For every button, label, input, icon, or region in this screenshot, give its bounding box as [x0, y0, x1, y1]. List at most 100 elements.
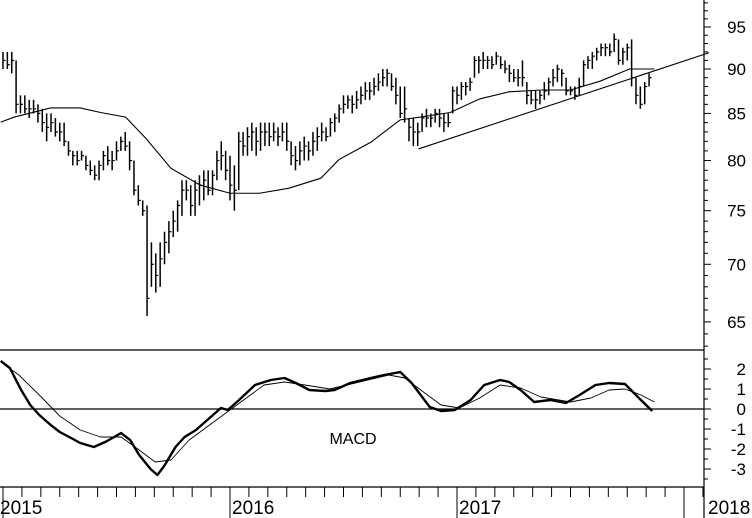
ohlc-bar: [224, 150, 229, 181]
ohlc-bar: [591, 51, 595, 70]
macd-title: MACD: [329, 431, 376, 448]
price-tick-label: 95: [727, 18, 746, 37]
ohlc-bar: [176, 200, 181, 232]
ohlc-bar: [2, 51, 6, 70]
ohlc-bar: [355, 90, 360, 109]
ohlc-bar: [499, 56, 504, 70]
ohlc-bar: [251, 122, 255, 151]
ohlc-bar: [329, 118, 333, 137]
macd-tick-label: -1: [731, 420, 746, 439]
ohlc-bar: [133, 160, 137, 196]
ohlc-bar: [242, 131, 246, 156]
ohlc-bar: [456, 86, 460, 105]
ohlc-bar: [368, 82, 373, 100]
ohlc-bar: [6, 51, 10, 70]
ohlc-bar: [513, 69, 517, 83]
ohlc-bar: [76, 150, 80, 166]
ohlc-bar: [32, 99, 37, 114]
ohlc-bar: [41, 108, 45, 132]
year-label: 2015: [0, 498, 42, 518]
ohlc-bar: [469, 77, 473, 91]
ohlc-bar: [299, 141, 303, 166]
ohlc-bar: [185, 180, 189, 201]
ohlc-bar: [220, 141, 224, 171]
ohlc-bar: [373, 77, 377, 96]
ohlc-bar: [443, 113, 447, 132]
ohlc-bar: [115, 141, 119, 161]
ohlc-bar: [600, 43, 604, 57]
ohlc-bar: [102, 150, 106, 171]
ohlc-bar: [189, 185, 194, 216]
ohlc-bar: [37, 104, 41, 123]
ohlc-bar: [416, 122, 421, 147]
ohlc-bar: [460, 82, 464, 100]
ohlc-bar: [286, 122, 290, 151]
ohlc-bar: [89, 160, 93, 176]
ohlc-bar: [85, 155, 89, 171]
ohlc-bar: [334, 113, 338, 132]
ohlc-bar: [390, 73, 395, 91]
ohlc-bar: [342, 95, 346, 114]
macd-tick-label: 1: [737, 380, 746, 399]
ohlc-bar: [259, 122, 264, 151]
ohlc-bar: [111, 150, 115, 171]
ohlc-bar: [211, 170, 216, 196]
ohlc-bar: [635, 77, 639, 105]
ohlc-bar: [307, 141, 312, 161]
macd-tick-label: -2: [731, 440, 746, 459]
ohlc-bar: [530, 90, 534, 105]
macd-tick-label: -3: [731, 460, 746, 479]
ohlc-bar: [207, 170, 211, 196]
ohlc-bar: [63, 122, 67, 147]
year-label: 2018: [708, 498, 750, 518]
ohlc-bar: [347, 95, 351, 109]
ohlc-bar: [246, 127, 250, 156]
ohlc-bar: [10, 51, 15, 74]
ohlc-bar: [150, 242, 154, 287]
ohlc-bar: [508, 64, 512, 83]
ohlc-bar: [264, 122, 268, 147]
ohlc-bar: [609, 43, 613, 57]
ohlc-bar: [281, 122, 285, 142]
ohlc-bar: [382, 69, 386, 87]
ohlc-bar: [107, 146, 111, 166]
signal-line: [0, 361, 655, 463]
ohlc-bar: [639, 86, 643, 109]
ohlc-bar: [141, 200, 146, 216]
ohlc-bar: [482, 51, 486, 70]
ohlc-bar: [643, 82, 648, 105]
ohlc-bar: [272, 122, 277, 142]
ohlc-bar: [338, 104, 342, 123]
ohlc-bar: [438, 108, 443, 128]
ohlc-bar: [491, 56, 495, 70]
price-bars: [2, 33, 652, 316]
ohlc-bar: [565, 77, 569, 96]
ohlc-bar: [24, 95, 28, 114]
ohlc-bar: [552, 69, 556, 87]
ohlc-bar: [320, 122, 325, 142]
ohlc-bar: [203, 170, 207, 201]
trendline: [418, 52, 710, 150]
ohlc-bar: [517, 69, 521, 87]
ohlc-bar: [534, 90, 539, 109]
ohlc-bar: [543, 82, 547, 100]
ohlc-bar: [395, 77, 399, 105]
year-label: 2016: [232, 498, 274, 518]
ohlc-bar: [626, 43, 630, 61]
macd-tick-label: 0: [737, 400, 746, 419]
ohlc-bar: [447, 113, 451, 128]
ohlc-bar: [268, 122, 272, 147]
ohlc-bar: [486, 56, 491, 70]
ohlc-bar: [521, 60, 525, 87]
ohlc-bar: [364, 82, 368, 100]
macd-panel: MACD: [0, 360, 655, 477]
ohlc-bar: [168, 221, 172, 254]
ohlc-bar: [290, 141, 294, 166]
ohlc-bar: [19, 95, 23, 114]
ohlc-bar: [67, 141, 71, 156]
price-tick-label: 90: [727, 60, 746, 79]
ohlc-bar: [124, 131, 128, 151]
ohlc-bar: [569, 86, 573, 96]
year-label: 2017: [459, 498, 501, 518]
